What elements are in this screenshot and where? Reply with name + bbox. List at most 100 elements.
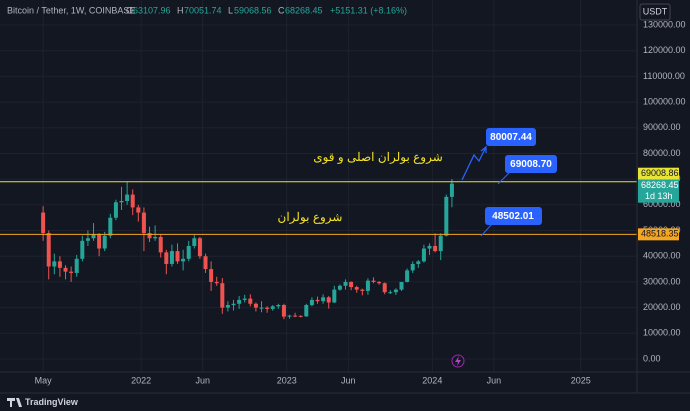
candle-body xyxy=(57,261,62,268)
candle-body xyxy=(248,298,253,304)
candle-body xyxy=(209,269,214,282)
candle-body xyxy=(354,287,359,290)
candle-body xyxy=(197,238,202,257)
candle-body xyxy=(113,202,118,218)
candle-body xyxy=(242,298,247,300)
y-tick-label: 130000.00 xyxy=(643,19,686,29)
candle-body xyxy=(337,285,342,290)
candle-body xyxy=(326,297,331,303)
callout-box xyxy=(485,207,542,225)
projection-arrow xyxy=(480,145,487,153)
y-tick-label: 90000.00 xyxy=(643,122,681,132)
y-tick-label: 30000.00 xyxy=(643,276,681,286)
candle-body xyxy=(186,245,191,259)
candle-body xyxy=(147,233,152,239)
candle-body xyxy=(97,234,102,249)
level-tag xyxy=(638,228,679,241)
callout-label: 48502.01 xyxy=(492,211,534,222)
candle-body xyxy=(438,235,443,252)
candle-body xyxy=(164,252,169,264)
candle-body xyxy=(141,212,146,234)
candle-body xyxy=(433,245,438,252)
candle-body xyxy=(298,315,303,317)
x-tick-label: Jun xyxy=(195,375,210,385)
candle-body xyxy=(203,256,208,270)
candle-body xyxy=(444,196,449,236)
candle-body xyxy=(405,270,410,282)
y-tick-label: 100000.00 xyxy=(643,96,686,106)
candle-body xyxy=(259,307,264,309)
candle-body xyxy=(130,194,135,208)
x-tick-label: Jun xyxy=(487,375,502,385)
y-tick-label: 60000.00 xyxy=(643,199,681,209)
c-label: C xyxy=(278,5,285,15)
candle-body xyxy=(237,299,242,304)
candle-body xyxy=(125,194,130,201)
candle-body xyxy=(393,289,398,293)
candle-body xyxy=(119,200,124,203)
price-label: 68268.45 xyxy=(641,180,679,190)
candle-body xyxy=(293,315,298,317)
candle-body xyxy=(371,280,376,282)
candle-body xyxy=(181,258,186,262)
candle-body xyxy=(315,299,320,302)
candle-body xyxy=(231,303,236,306)
annotations: 80007.44 69008.70 48502.01 شروع بولران ا… xyxy=(278,128,557,237)
candle-body xyxy=(399,281,404,290)
l-label: L xyxy=(228,5,233,15)
note: شروع بولران xyxy=(278,210,343,224)
callout-label: 80007.44 xyxy=(490,132,532,143)
logo-icon xyxy=(7,398,22,407)
candle-body xyxy=(449,183,454,197)
candle-body xyxy=(85,238,90,241)
candle-body xyxy=(388,292,393,294)
candle-body xyxy=(102,235,107,249)
candle-body xyxy=(270,306,275,309)
header: Bitcoin / Tether, 1W, COINBASE O 63107.9… xyxy=(7,5,407,15)
x-tick-label: May xyxy=(35,375,53,385)
candle-body xyxy=(421,248,426,262)
callout-box xyxy=(505,155,557,173)
y-tick-label: 10000.00 xyxy=(643,328,681,338)
candles xyxy=(0,179,637,320)
y-tick-label: 20000.00 xyxy=(643,302,681,312)
x-tick-label: 2025 xyxy=(571,375,591,385)
countdown: 1d 13h xyxy=(645,191,673,201)
callout-label: 69008.70 xyxy=(510,159,552,170)
currency-button[interactable] xyxy=(639,3,671,21)
callout-line xyxy=(480,223,493,237)
change: +5151.31 (+8.16%) xyxy=(330,5,407,15)
candle-body xyxy=(220,283,225,308)
candle-body xyxy=(377,281,382,284)
candle-body xyxy=(365,280,370,291)
o-label: O xyxy=(126,5,133,15)
price-tag xyxy=(638,179,679,203)
c-value: 68268.45 xyxy=(285,5,323,15)
note: شروع بولران اصلی و قوی xyxy=(313,150,443,164)
candle-body xyxy=(281,305,286,317)
candle-body xyxy=(63,267,68,272)
candle-body xyxy=(69,271,74,273)
candle-body xyxy=(332,289,337,303)
candle-body xyxy=(321,297,326,302)
currency[interactable]: USDT xyxy=(643,6,668,16)
candle-body xyxy=(192,238,197,246)
projection-line xyxy=(461,146,487,181)
symbol: Bitcoin / Tether, 1W, COINBASE xyxy=(7,5,135,15)
callout-line xyxy=(497,171,511,185)
y-tick-label: 110000.00 xyxy=(643,71,685,81)
candle-body xyxy=(225,305,230,308)
candle-body xyxy=(349,281,354,288)
level-tag xyxy=(638,167,679,180)
candle-body xyxy=(304,305,309,317)
level-label: 48518.35 xyxy=(641,229,679,239)
candle-body xyxy=(158,236,163,253)
candle-body xyxy=(214,281,219,284)
h-value: 70051.74 xyxy=(184,5,222,15)
candle-body xyxy=(74,258,79,273)
candle-body xyxy=(169,251,174,264)
candle-body xyxy=(253,303,258,308)
candle-body xyxy=(382,283,387,293)
